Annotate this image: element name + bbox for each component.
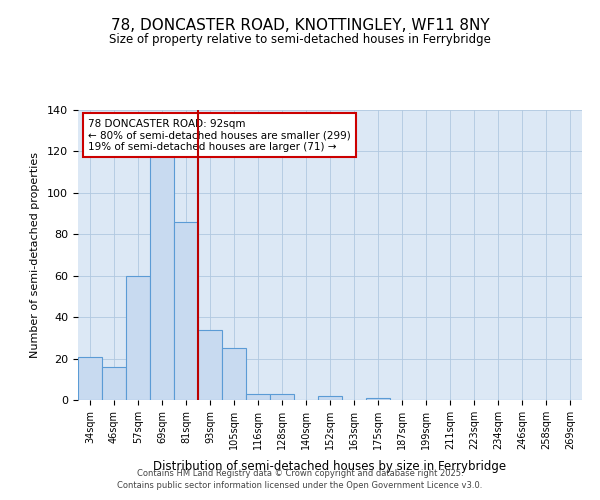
Bar [150, 156, 174, 400]
Bar [366, 398, 390, 400]
Bar [174, 222, 198, 400]
Bar [198, 330, 222, 400]
Text: 78, DONCASTER ROAD, KNOTTINGLEY, WF11 8NY: 78, DONCASTER ROAD, KNOTTINGLEY, WF11 8N… [110, 18, 490, 32]
X-axis label: Distribution of semi-detached houses by size in Ferrybridge: Distribution of semi-detached houses by … [154, 460, 506, 473]
Text: Size of property relative to semi-detached houses in Ferrybridge: Size of property relative to semi-detach… [109, 32, 491, 46]
Text: 78 DONCASTER ROAD: 92sqm
← 80% of semi-detached houses are smaller (299)
19% of : 78 DONCASTER ROAD: 92sqm ← 80% of semi-d… [88, 118, 351, 152]
Bar [126, 276, 150, 400]
Y-axis label: Number of semi-detached properties: Number of semi-detached properties [30, 152, 40, 358]
Bar [318, 396, 342, 400]
Bar [270, 394, 294, 400]
Bar [102, 367, 126, 400]
Text: Contains public sector information licensed under the Open Government Licence v3: Contains public sector information licen… [118, 481, 482, 490]
Text: Contains HM Land Registry data © Crown copyright and database right 2025.: Contains HM Land Registry data © Crown c… [137, 468, 463, 477]
Bar [222, 348, 246, 400]
Bar [78, 356, 102, 400]
Bar [246, 394, 270, 400]
